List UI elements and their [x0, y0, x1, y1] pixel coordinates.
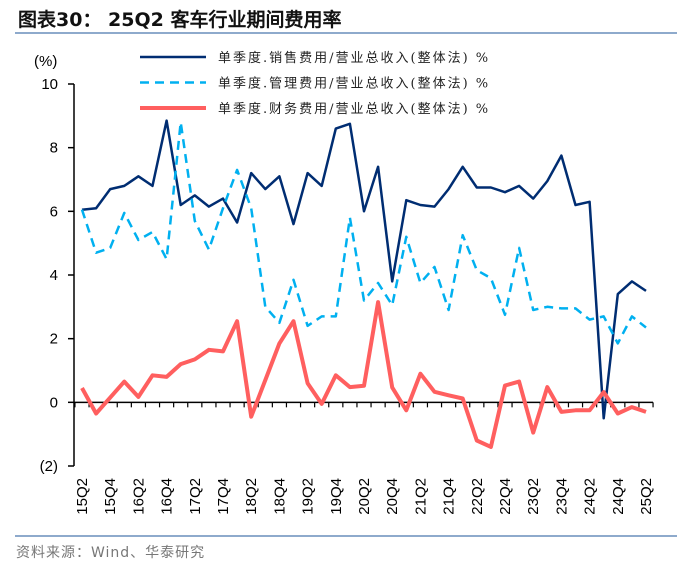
x-tick-label: 23Q2 — [525, 478, 542, 515]
x-tick-label: 24Q2 — [582, 478, 599, 515]
x-tick-label: 22Q4 — [497, 478, 514, 515]
y-axis-label: (%) — [34, 53, 57, 70]
legend-label-3: 单季度.财务费用/营业总收入(整体法) % — [218, 101, 490, 117]
series-line-1 — [81, 119, 647, 420]
legend-label-2: 单季度.管理费用/营业总收入(整体法) % — [218, 76, 490, 92]
series-group — [80, 119, 647, 449]
x-tick-label: 20Q4 — [384, 478, 401, 515]
x-tick-label: 18Q4 — [271, 478, 288, 515]
y-tick-label: 6 — [50, 203, 58, 220]
legend: 单季度.销售费用/营业总收入(整体法) % 单季度.管理费用/营业总收入(整体法)… — [140, 50, 490, 117]
x-tick-label: 16Q4 — [159, 478, 176, 515]
x-tick-label: 24Q4 — [610, 478, 627, 515]
x-tick-label: 15Q4 — [102, 478, 119, 515]
x-tick-label: 17Q4 — [215, 478, 232, 515]
x-tick-label: 23Q4 — [553, 478, 570, 515]
y-tick-label: 8 — [50, 140, 58, 157]
legend-label-1: 单季度.销售费用/营业总收入(整体法) % — [218, 50, 490, 66]
x-tick-label: 22Q2 — [469, 478, 486, 515]
x-tick-label: 20Q2 — [356, 478, 373, 515]
y-tick-label: (2) — [40, 458, 58, 475]
y-tick-label: 10 — [41, 76, 58, 93]
x-tick-label: 16Q2 — [130, 478, 147, 515]
axes: 10 8 6 4 2 0 (2) 15Q2 15Q4 16Q2 16Q4 17Q2 17Q4 18Q2 18… — [40, 76, 655, 515]
x-tick-label: 15Q2 — [74, 478, 91, 515]
x-tick-label: 25Q2 — [638, 478, 655, 515]
y-tick-label: 2 — [50, 331, 58, 348]
x-tick-label: 21Q2 — [412, 478, 429, 515]
x-tick-label: 19Q2 — [300, 478, 317, 515]
x-tick-label: 18Q2 — [243, 478, 260, 515]
x-tick-label: 19Q4 — [328, 478, 345, 515]
x-tick-label: 17Q2 — [187, 478, 204, 515]
series-line-3 — [80, 300, 647, 449]
y-tick-label: 4 — [50, 267, 58, 284]
source-note: 资料来源：Wind、华泰研究 — [16, 545, 205, 561]
y-tick-label: 0 — [50, 394, 58, 411]
x-tick-label: 21Q4 — [441, 478, 458, 515]
chart-title: 图表30： 25Q2 客车行业期间费用率 — [18, 8, 341, 31]
